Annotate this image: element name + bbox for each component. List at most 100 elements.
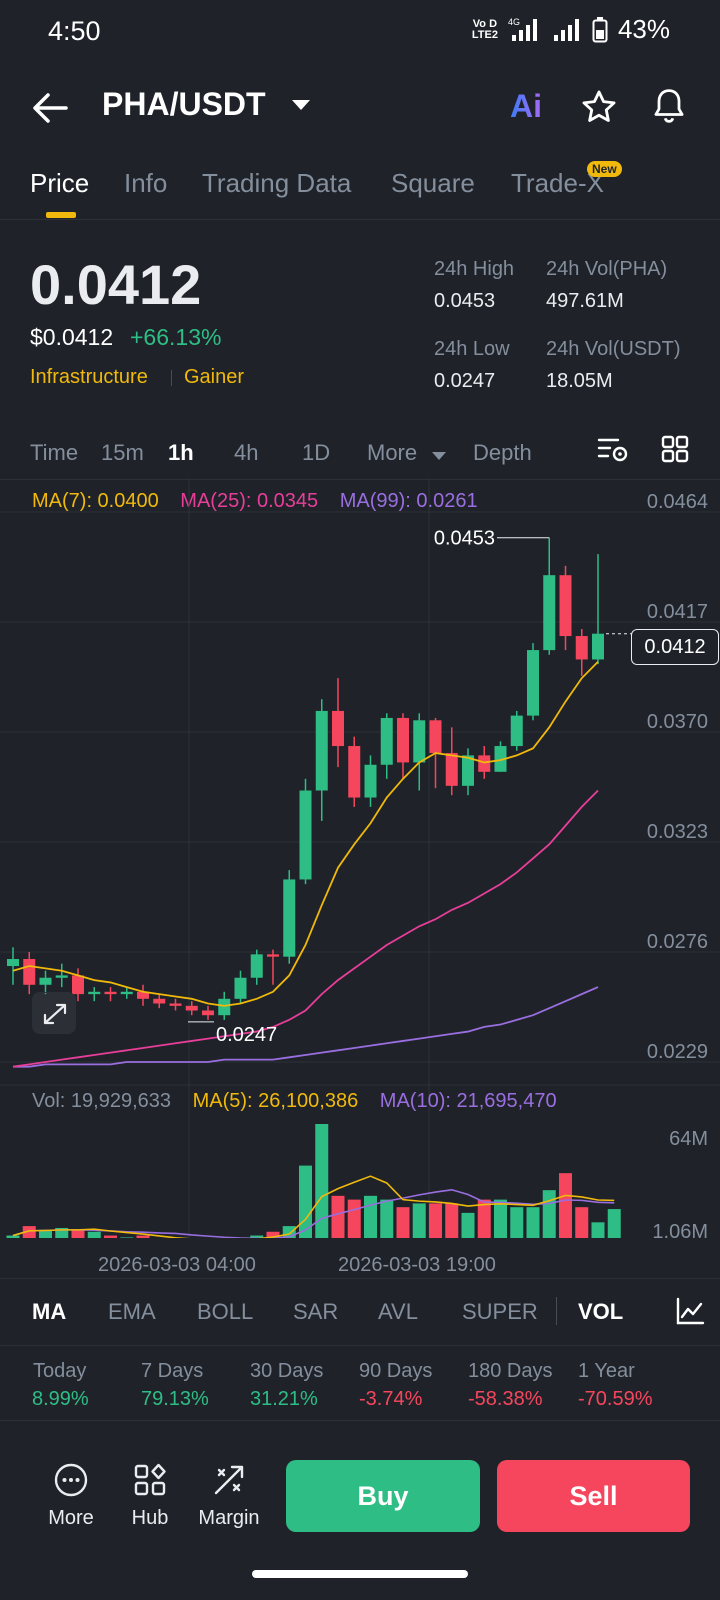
indicator-avl[interactable]: AVL [378, 1299, 418, 1324]
indicator-bar: MA EMA BOLL SAR AVL SUPER VOL [0, 1278, 720, 1346]
indicator-settings-icon[interactable] [674, 1295, 706, 1327]
tag-gainer[interactable]: Gainer [184, 366, 245, 388]
candle-body [202, 1010, 214, 1016]
indicator-super[interactable]: SUPER [462, 1299, 538, 1324]
hub-action[interactable]: Hub [115, 1462, 185, 1530]
candle-body [315, 710, 328, 791]
volume-bar [266, 1231, 280, 1238]
status-bar: 4:50 Vo D LTE2 4G 43% [0, 0, 720, 64]
tab-info[interactable]: Info [124, 168, 168, 198]
volume-axis-max: 64M [669, 1128, 708, 1150]
volume-bar [461, 1212, 475, 1238]
ma7-line [12, 661, 599, 1007]
volume-bar [412, 1203, 426, 1238]
bell-icon[interactable] [650, 86, 688, 126]
grid-layout-icon[interactable] [660, 434, 690, 464]
candle-body [153, 998, 166, 1004]
candle-body [218, 998, 231, 1016]
status-icons: Vo D LTE2 4G 43% [472, 14, 670, 45]
y-axis-label: 0.0417 [647, 601, 708, 623]
candle-body [575, 636, 588, 660]
volume-bar [55, 1227, 69, 1238]
perf-value-1y: -70.59% [578, 1388, 653, 1410]
back-arrow-icon[interactable] [30, 90, 70, 126]
perf-label-today: Today [33, 1360, 87, 1382]
usd-price: $0.0412 [30, 324, 114, 350]
volume-bar [510, 1207, 524, 1238]
tag-divider [171, 370, 172, 386]
home-indicator[interactable] [252, 1570, 468, 1578]
volume-bar [299, 1165, 312, 1238]
more-label: More [48, 1507, 94, 1529]
perf-value-today: 8.99% [32, 1388, 89, 1410]
indicator-ma[interactable]: MA [32, 1299, 67, 1324]
candle-body [104, 991, 117, 995]
ai-icon[interactable]: Ai [510, 88, 542, 124]
tab-square[interactable]: Square [391, 168, 475, 198]
tab-trading-data[interactable]: Trading Data [202, 168, 352, 198]
volume-bar [6, 1235, 20, 1238]
candle-body [364, 764, 377, 798]
low-value: 0.0247 [434, 370, 496, 392]
pair-title[interactable]: PHA/USDT [102, 86, 266, 122]
candle-body [478, 755, 491, 772]
battery-percent: 43% [617, 14, 670, 44]
candle-body [413, 720, 426, 763]
candle-body [7, 959, 19, 967]
indicator-sar[interactable]: SAR [293, 1299, 339, 1324]
interval-1d[interactable]: 1D [302, 440, 331, 465]
volume-bar [104, 1235, 117, 1238]
candle-body [592, 633, 604, 660]
perf-divider [0, 1420, 720, 1421]
high-value: 0.0453 [434, 290, 496, 312]
star-icon[interactable] [580, 88, 618, 126]
perf-label-90d: 90 Days [359, 1360, 433, 1382]
price-chart[interactable]: 0.0464 0.0417 0.0370 0.0323 0.0276 0.0229 0.04… [0, 478, 720, 1238]
indicator-ema[interactable]: EMA [108, 1299, 156, 1324]
vol-quote-value: 18.05M [546, 370, 613, 392]
hub-label: Hub [131, 1507, 169, 1529]
new-badge: New [587, 161, 622, 177]
tag-infrastructure[interactable]: Infrastructure [30, 366, 148, 388]
candle-body [234, 977, 247, 999]
high-marker-label: 0.0453 [434, 528, 495, 550]
volume-ma5-line [12, 1175, 615, 1238]
volume-bar [331, 1195, 345, 1238]
chart-settings-icon[interactable] [596, 434, 630, 464]
volume-bar [120, 1237, 134, 1238]
margin-label: Margin [198, 1507, 260, 1529]
interval-more[interactable]: More [367, 440, 418, 465]
candle-body [120, 991, 133, 995]
sell-button[interactable]: Sell [497, 1460, 690, 1532]
volume-bar [250, 1235, 264, 1238]
volume-bar [347, 1199, 361, 1238]
margin-action[interactable]: Margin [194, 1462, 264, 1530]
volume-bar [315, 1124, 329, 1238]
volume-ma5: MA(5): 26,100,386 [192, 1090, 359, 1112]
tab-bar: Price Info Trading Data Square Trade-X N… [0, 160, 720, 220]
volume-bar [607, 1209, 621, 1238]
expand-chart-button[interactable] [32, 992, 76, 1034]
margin-icon [214, 1465, 244, 1495]
perf-value-90d: -3.74% [359, 1388, 423, 1410]
perf-label-7d: 7 Days [141, 1360, 204, 1382]
more-action[interactable]: More [36, 1462, 106, 1530]
interval-15m[interactable]: 15m [101, 440, 144, 465]
interval-time[interactable]: Time [30, 440, 79, 465]
tab-price[interactable]: Price [30, 168, 90, 198]
buy-button[interactable]: Buy [286, 1460, 480, 1532]
interval-depth[interactable]: Depth [473, 440, 532, 465]
volume-bar [526, 1207, 540, 1238]
candle-body [397, 717, 409, 763]
caret-down-icon[interactable] [432, 452, 446, 460]
chevron-down-icon[interactable] [292, 100, 310, 110]
interval-4h[interactable]: 4h [234, 440, 259, 465]
volume-axis-min: 1.06M [652, 1221, 708, 1238]
perf-value-7d: 79.13% [141, 1388, 209, 1410]
interval-1h[interactable]: 1h [168, 440, 194, 465]
candle-body [445, 753, 458, 786]
perf-value-30d: 31.21% [250, 1388, 318, 1410]
indicator-boll[interactable]: BOLL [197, 1299, 254, 1324]
candle-body [543, 575, 556, 651]
indicator-vol[interactable]: VOL [578, 1299, 624, 1324]
